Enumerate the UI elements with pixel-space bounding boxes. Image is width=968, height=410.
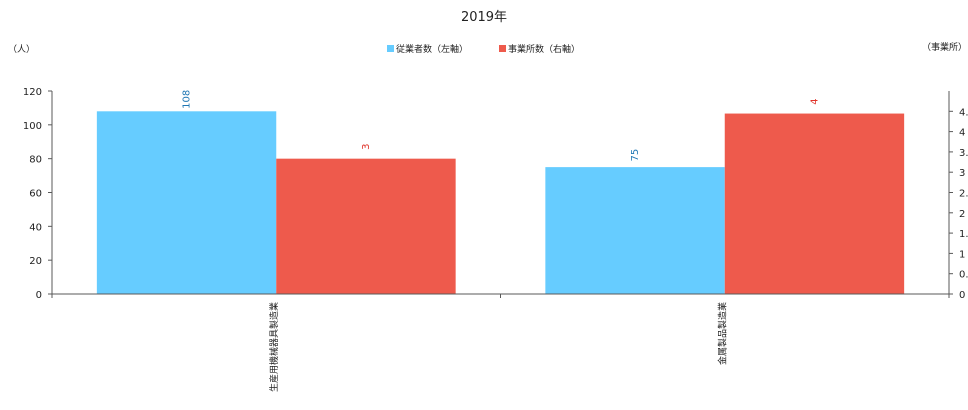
right-tick-label-1: 0. [959, 270, 968, 281]
plot-area: 108753402040608010012000.11.22.33.44.生産用… [23, 87, 968, 392]
left-tick-label-6: 120 [23, 87, 42, 98]
right-axis-unit: （事業所） [922, 41, 967, 53]
data-label-employees-0: 108 [182, 90, 193, 109]
bar-employees-1 [545, 167, 725, 294]
left-tick-label-2: 40 [29, 222, 42, 233]
left-tick-label-1: 20 [29, 256, 42, 267]
left-tick-label-5: 100 [23, 121, 42, 132]
bar-establishments-0 [276, 158, 456, 294]
data-label-establishments-1: 4 [809, 98, 820, 104]
category-label-1: 金属製品製造業 [716, 302, 728, 365]
right-tick-label-7: 3. [959, 148, 968, 159]
right-tick-label-6: 3 [959, 168, 965, 179]
right-tick-label-0: 0 [959, 290, 965, 301]
left-tick-label-0: 0 [36, 290, 42, 301]
legend-swatch-employees [387, 45, 394, 52]
legend-label-establishments: 事業所数（右軸） [508, 43, 580, 55]
legend-label-employees: 従業者数（左軸） [396, 43, 468, 55]
right-tick-label-2: 1 [959, 249, 965, 260]
legend-swatch-establishments [499, 45, 506, 52]
data-label-employees-1: 75 [630, 149, 641, 162]
bar-employees-0 [96, 111, 277, 294]
chart-title: 2019年 [461, 10, 507, 25]
right-tick-label-3: 1. [959, 229, 968, 240]
right-tick-label-4: 2 [959, 209, 965, 220]
legend: 従業者数（左軸） 事業所数（右軸） [387, 43, 580, 55]
data-label-establishments-0: 3 [361, 143, 372, 149]
left-tick-label-3: 60 [29, 189, 42, 200]
category-label-0: 生産用機械器具製造業 [268, 302, 280, 392]
right-tick-label-5: 2. [959, 189, 968, 200]
left-axis-unit: （人） [8, 44, 35, 55]
left-tick-label-4: 80 [29, 155, 42, 166]
right-tick-label-8: 4 [959, 128, 965, 139]
bar-establishments-1 [724, 113, 905, 294]
right-tick-label-9: 4. [959, 107, 968, 118]
